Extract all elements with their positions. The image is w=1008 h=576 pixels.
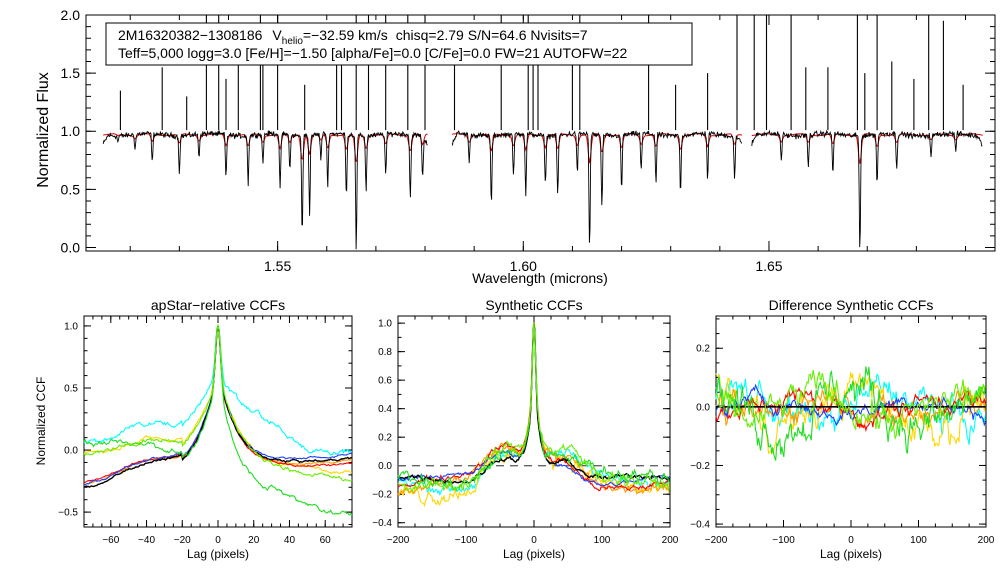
synthetic-ccf-title: Synthetic CCFs xyxy=(485,297,582,313)
y-tick-label: 0.5 xyxy=(64,383,78,394)
difference-ccf-series-7 xyxy=(715,366,986,461)
spectrum-segment-1 xyxy=(102,129,428,250)
synthetic-ccf-series-5 xyxy=(397,323,670,488)
header-vhelio-label: V xyxy=(272,27,282,43)
y-tick-label: −0.2 xyxy=(372,490,392,501)
x-tick-label: 1.60 xyxy=(510,258,537,274)
synthetic-ccf-series-8 xyxy=(397,323,670,493)
spectrum-panel: 1.55 1.60 1.65 0.0 0.5 1.0 1.5 2.0 Normalized F… xyxy=(35,7,996,286)
header-stats: chisq=2.79 S/N=64.6 Nvisits=7 xyxy=(396,27,588,43)
x-tick-label: −100 xyxy=(772,535,795,546)
synthetic-ccf-frame xyxy=(397,315,671,528)
header-vhelio-value: =−32.59 km/s xyxy=(303,27,388,43)
y-tick-label: 1.0 xyxy=(64,321,78,332)
y-tick-label: 1.0 xyxy=(61,123,81,139)
x-tick-label: 0 xyxy=(215,535,221,546)
y-tick-label: 1.5 xyxy=(61,65,81,81)
synthetic-ccf-series-2 xyxy=(397,322,670,508)
apstar-ccf-series-6 xyxy=(83,325,353,488)
synthetic-ccf-xlabel: Lag (pixels) xyxy=(503,547,565,561)
spectrum-segment-2 xyxy=(451,130,743,243)
spectrum-segment-3 xyxy=(751,129,983,248)
x-tick-label: −100 xyxy=(455,535,478,546)
y-tick-label: −0.2 xyxy=(690,461,710,472)
difference-ccf-series-8 xyxy=(715,370,986,441)
difference-ccf-panel: −200 −100 0 100 200 −0.4 −0.2 0.0 0.2 Difference… xyxy=(690,297,995,561)
y-tick-label: 0.4 xyxy=(378,404,392,415)
x-tick-label: 200 xyxy=(662,535,679,546)
x-tick-label: 1.65 xyxy=(755,258,782,274)
difference-ccf-title: Difference Synthetic CCFs xyxy=(769,297,934,313)
y-tick-label: −0.4 xyxy=(372,518,392,529)
y-tick-label: 0.8 xyxy=(378,347,392,358)
apstar-ccf-xlabel: Lag (pixels) xyxy=(187,547,249,561)
header-line2: Teff=5,000 logg=3.0 [Fe/H]=−1.50 [alpha/… xyxy=(118,45,627,61)
apstar-ccf-series-4 xyxy=(84,325,353,483)
x-tick-label: 100 xyxy=(910,535,927,546)
x-tick-label: −60 xyxy=(102,535,119,546)
apstar-ccf-series-2 xyxy=(83,325,353,475)
y-tick-label: 0.0 xyxy=(64,446,78,457)
y-tick-label: 0.6 xyxy=(378,376,392,387)
y-tick-label: 0.0 xyxy=(61,239,81,255)
x-tick-label: 200 xyxy=(978,535,995,546)
y-tick-label: −0.4 xyxy=(690,520,710,531)
x-tick-label: 60 xyxy=(320,535,332,546)
x-tick-label: 0 xyxy=(848,535,854,546)
y-tick-label: 0.0 xyxy=(696,402,710,413)
apstar-ccf-frame xyxy=(83,315,353,528)
apstar-ccf-series-7 xyxy=(83,323,353,516)
x-tick-label: 0 xyxy=(531,535,537,546)
y-tick-label: −0.5 xyxy=(58,508,78,519)
apstar-ccf-ylabel: Normalized CCF xyxy=(34,377,48,466)
x-tick-label: 20 xyxy=(248,535,260,546)
header-line1: 2M16320382−1308186 Vhelio=−32.59 km/s chis… xyxy=(118,27,588,47)
apstar-ccf-series-1 xyxy=(83,324,353,456)
y-tick-label: 0.0 xyxy=(378,461,392,472)
x-tick-label: 1.55 xyxy=(264,258,291,274)
y-tick-label: 0.2 xyxy=(696,344,710,355)
x-tick-label: 100 xyxy=(594,535,611,546)
y-tick-label: 0.2 xyxy=(378,433,392,444)
apstar-ccf-series-8 xyxy=(83,323,353,482)
synthetic-ccf-series-3 xyxy=(397,323,670,497)
synthetic-fit-segment-3 xyxy=(751,133,983,164)
synthetic-ccf-series-6 xyxy=(397,322,670,485)
spectrum-ylabel: Normalized Flux xyxy=(35,72,52,188)
difference-ccf-series-2 xyxy=(715,371,986,456)
x-tick-label: −40 xyxy=(138,535,155,546)
header-box xyxy=(105,22,693,66)
apstar-ccf-title: apStar−relative CCFs xyxy=(151,297,285,313)
synthetic-ccf-panel: −200 −100 0 100 200 −0.4 −0.2 0.0 0.2 0.4 0.6 0.8 1.… xyxy=(372,297,679,561)
header-vhelio-sub: helio xyxy=(282,36,304,47)
synthetic-fit-segment-2 xyxy=(451,133,743,164)
header-star-id: 2M16320382−1308186 xyxy=(118,27,263,43)
y-tick-label: 1.0 xyxy=(378,319,392,330)
spectrum-xlabel: Wavelength (microns) xyxy=(472,270,608,286)
difference-ccf-xlabel: Lag (pixels) xyxy=(820,547,882,561)
apstar-ccf-panel: −60 −40 −20 0 20 40 60 −0.5 0.0 0.5 1.0 apStar−rel… xyxy=(34,297,353,561)
y-tick-label: 0.5 xyxy=(61,181,81,197)
y-tick-label: 2.0 xyxy=(61,7,81,23)
x-tick-label: −20 xyxy=(174,535,191,546)
synthetic-ccf-series-1 xyxy=(397,323,670,497)
spectrum-plot-frame xyxy=(85,14,996,252)
x-tick-label: 40 xyxy=(284,535,296,546)
x-tick-label: −200 xyxy=(387,535,410,546)
x-tick-label: −200 xyxy=(705,535,728,546)
